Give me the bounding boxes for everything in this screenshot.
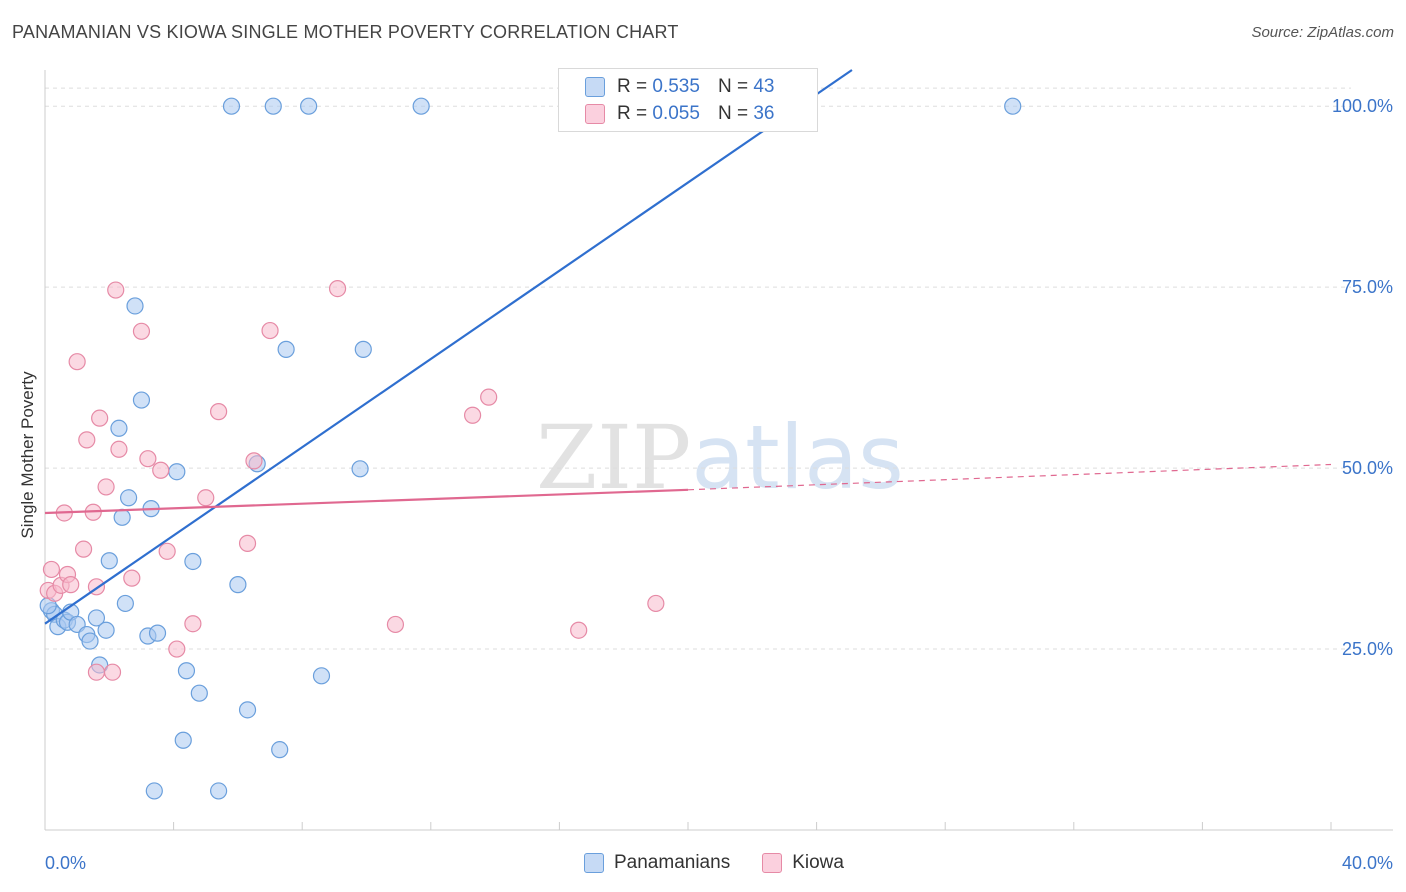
legend-item-panamanians: Panamanians (584, 852, 730, 874)
legend-label-panamanians: Panamanians (614, 852, 731, 873)
point-panamanians (116, 594, 134, 613)
point-panamanians (264, 97, 282, 115)
point-kiowa (570, 621, 588, 639)
chart-title: PANAMANIAN VS KIOWA SINGLE MOTHER POVERT… (12, 22, 679, 42)
point-panamanians (132, 391, 151, 409)
legend-swatch-kiowa (762, 853, 783, 873)
point-panamanians (110, 419, 128, 437)
series-legend: Panamanians Kiowa (584, 852, 876, 874)
point-panamanians (81, 632, 99, 650)
legend-n-label: N = (717, 103, 749, 124)
point-panamanians (238, 701, 257, 719)
point-panamanians (177, 662, 196, 680)
point-kiowa (97, 478, 115, 496)
point-panamanians (119, 489, 138, 507)
point-panamanians (277, 340, 295, 358)
point-panamanians (190, 684, 208, 702)
point-kiowa (110, 440, 128, 458)
legend-r-label: R = (617, 103, 648, 124)
point-kiowa (386, 615, 405, 634)
point-panamanians (354, 340, 372, 358)
point-panamanians (351, 460, 369, 478)
point-kiowa (238, 534, 257, 552)
x-tick-label: 40.0% (1342, 853, 1393, 873)
y-tick-label: 75.0% (1342, 277, 1393, 297)
legend-n-value-kiowa: 36 (753, 103, 775, 124)
point-panamanians (87, 609, 106, 627)
point-kiowa (463, 406, 482, 424)
legend-r-value-kiowa: 0.055 (652, 103, 700, 124)
trendline-panamanians (44, 69, 853, 625)
y-axis-label: Single Mother Poverty (18, 371, 37, 539)
point-panamanians (412, 97, 430, 115)
stats-legend: R = 0.535 N = 43 R = 0.055 N = 36 (558, 68, 818, 132)
point-kiowa (74, 540, 93, 558)
point-kiowa (168, 640, 186, 658)
point-panamanians (184, 552, 202, 571)
point-panamanians (97, 621, 115, 639)
point-panamanians (174, 731, 192, 749)
x-tick-label: 0.0% (45, 853, 86, 873)
point-kiowa (328, 279, 347, 298)
point-kiowa (139, 450, 157, 468)
point-kiowa (210, 403, 228, 421)
point-panamanians (148, 624, 167, 642)
legend-label-kiowa: Kiowa (792, 852, 844, 873)
point-panamanians (271, 741, 289, 759)
point-panamanians (100, 552, 118, 570)
y-tick-label: 50.0% (1342, 458, 1393, 478)
point-panamanians (145, 782, 163, 800)
point-kiowa (647, 594, 665, 613)
point-kiowa (184, 615, 202, 633)
point-panamanians (113, 508, 131, 526)
point-kiowa (62, 576, 80, 594)
point-panamanians (222, 97, 241, 115)
point-panamanians (312, 667, 331, 685)
trendline-kiowa (44, 488, 689, 515)
legend-swatch-panamanians (585, 77, 605, 97)
point-kiowa (245, 452, 263, 470)
legend-swatch-kiowa (585, 104, 605, 124)
legend-swatch-panamanians (584, 853, 604, 873)
legend-row-panamanians: R = 0.535 N = 43 (585, 74, 774, 100)
point-panamanians (168, 463, 186, 481)
legend-n-label: N = (717, 76, 749, 97)
point-kiowa (42, 560, 61, 579)
point-kiowa (107, 281, 125, 299)
point-panamanians (229, 576, 247, 594)
legend-r-value-panamanians: 0.535 (652, 76, 700, 97)
legend-item-kiowa: Kiowa (762, 852, 844, 874)
point-panamanians (300, 97, 318, 115)
y-tick-label: 100.0% (1332, 96, 1393, 116)
point-kiowa (78, 431, 96, 449)
point-kiowa (261, 321, 279, 340)
point-kiowa (91, 409, 109, 427)
y-tick-label: 25.0% (1342, 639, 1393, 659)
point-kiowa (123, 569, 141, 587)
point-kiowa (103, 663, 122, 681)
point-kiowa (132, 322, 151, 340)
point-kiowa (158, 542, 176, 560)
point-kiowa (152, 461, 170, 479)
point-kiowa (197, 489, 215, 507)
point-kiowa (68, 353, 86, 371)
legend-r-label: R = (617, 76, 648, 97)
point-panamanians (210, 782, 228, 800)
legend-row-kiowa: R = 0.055 N = 36 (585, 101, 774, 127)
point-kiowa (87, 663, 106, 681)
trendline-kiowa-extension (687, 463, 1332, 491)
source-label: Source: ZipAtlas.com (1251, 24, 1394, 41)
point-kiowa (480, 388, 498, 406)
point-panamanians (1004, 97, 1022, 115)
legend-n-value-panamanians: 43 (753, 76, 775, 97)
point-panamanians (126, 297, 144, 315)
